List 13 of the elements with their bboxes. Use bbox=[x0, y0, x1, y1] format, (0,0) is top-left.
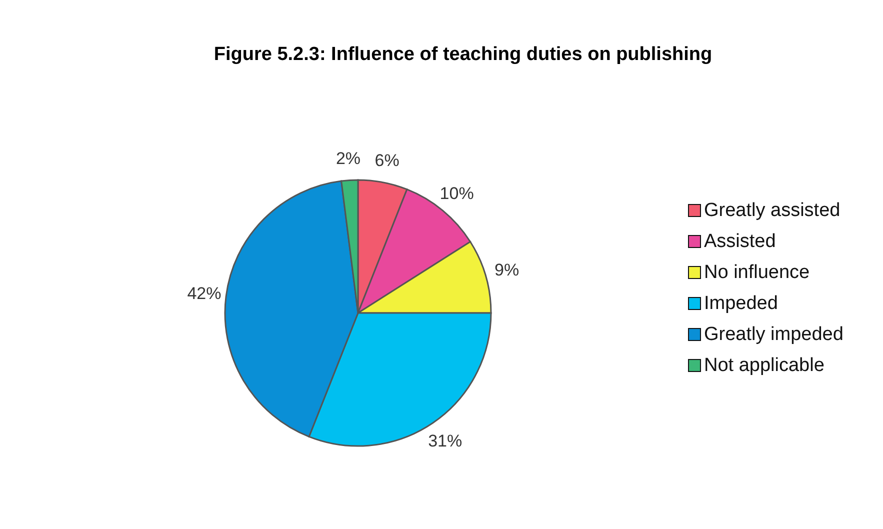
legend-label: Greatly impeded bbox=[704, 324, 844, 346]
legend-label: Not applicable bbox=[704, 354, 824, 376]
legend-label: No influence bbox=[704, 262, 810, 284]
data-label: 10% bbox=[440, 184, 474, 204]
legend-label: Impeded bbox=[704, 292, 778, 314]
legend-label: Greatly assisted bbox=[704, 200, 840, 222]
data-label: 9% bbox=[494, 260, 520, 280]
data-label: 6% bbox=[374, 151, 400, 170]
chart-title: Figure 5.2.3: Influence of teaching duties on publishing bbox=[212, 44, 714, 66]
data-label: 2% bbox=[336, 148, 361, 168]
legend-label: Assisted bbox=[704, 230, 776, 252]
data-label: 31% bbox=[428, 432, 462, 451]
data-label: 42% bbox=[187, 284, 222, 304]
